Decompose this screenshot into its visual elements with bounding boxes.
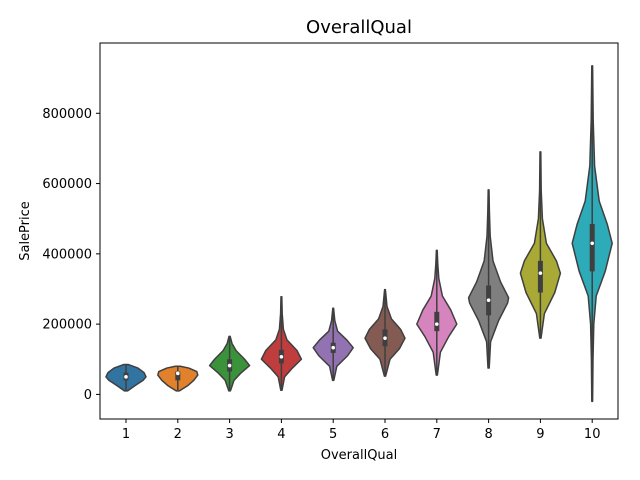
y-tick-label: 800000: [42, 107, 92, 122]
violin-median-10: [590, 241, 594, 246]
x-tick-label: 2: [174, 427, 182, 442]
x-axis-ticks: 1 2 3 4 5 6 7 8 9 10: [122, 419, 601, 442]
plot-frame: [99, 42, 619, 420]
x-tick-label: 10: [584, 427, 601, 442]
x-tick-label: 6: [381, 427, 389, 442]
y-axis-label: SalePrice: [18, 201, 33, 261]
violin-median-7: [435, 322, 439, 326]
x-tick-label: 4: [277, 427, 285, 442]
violin-median-3: [227, 363, 232, 368]
violin-median-8: [486, 298, 491, 303]
x-tick-label: 3: [225, 427, 233, 442]
x-tick-label: 8: [484, 427, 492, 442]
x-tick-label: 5: [329, 427, 337, 442]
violin-median-9: [538, 271, 543, 275]
violin-median-6: [383, 336, 387, 340]
y-tick-label: 0: [84, 388, 92, 403]
y-axis-ticks: 0 200000 400000 600000 800000: [42, 107, 100, 403]
y-tick-label: 200000: [42, 318, 92, 333]
chart-title: OverallQual: [306, 17, 412, 38]
x-axis-label: OverallQual: [321, 448, 398, 463]
violin-median-1: [124, 375, 128, 379]
x-tick-label: 9: [536, 427, 544, 442]
violin-median-5: [331, 345, 336, 350]
x-tick-label: 1: [122, 427, 130, 442]
violin-median-4: [279, 355, 284, 359]
x-tick-label: 7: [433, 427, 441, 442]
violin-median-2: [176, 371, 180, 376]
y-tick-label: 600000: [42, 177, 92, 192]
violin-group: [105, 65, 613, 403]
y-tick-label: 400000: [42, 247, 92, 262]
